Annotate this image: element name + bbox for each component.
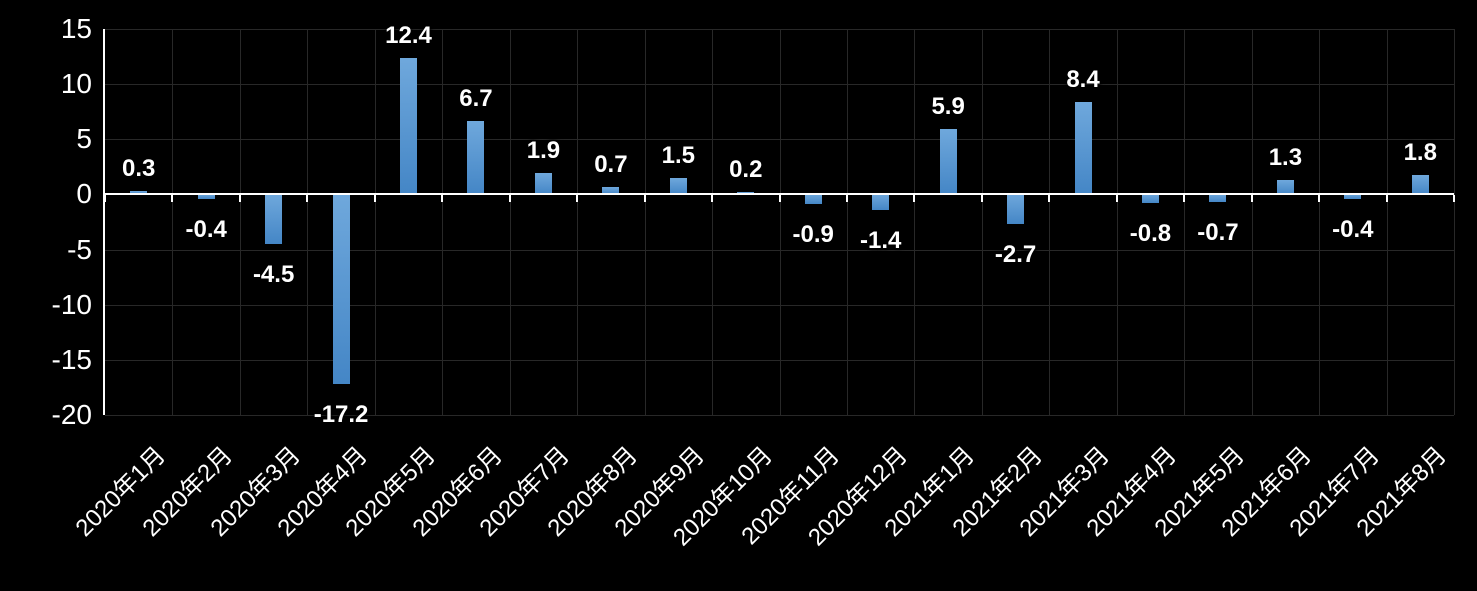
h-gridline [105,415,1454,416]
bar-value-label: 0.2 [729,156,763,184]
bar [1141,194,1159,204]
v-gridline [644,29,646,415]
x-axis-tick [104,195,106,203]
v-gridline [374,29,376,415]
y-axis-line [103,29,105,415]
bar-value-label: -0.4 [185,215,227,243]
v-gridline [1116,29,1118,415]
bar-value-label: 1.9 [526,137,561,165]
v-gridline [239,29,241,415]
bar [400,57,418,195]
x-axis-tick [845,195,848,203]
x-axis-tick [778,195,781,203]
bar-value-label: 6.7 [459,84,493,112]
v-gridline [442,29,444,415]
bar [1007,194,1025,225]
v-gridline [779,29,781,415]
v-gridline [1386,29,1388,415]
x-axis-tick [238,195,241,203]
y-axis-label: 0 [76,178,92,210]
v-gridline [307,29,309,415]
x-axis-tick [1183,195,1186,203]
bar [534,173,552,195]
bar [197,194,215,199]
bar [467,120,485,195]
v-gridline [981,29,983,415]
bar [332,194,350,385]
bar [1411,174,1429,195]
x-axis-tick [1250,195,1253,203]
bar-value-label: -4.5 [252,261,295,289]
bar-value-label: 0.7 [594,150,628,178]
bar-value-label: 12.4 [385,21,432,49]
bar [602,186,620,195]
bar [939,129,957,195]
bar-value-label: -0.9 [792,221,834,249]
bar [1209,194,1227,203]
x-axis-tick [1385,195,1388,203]
v-gridline [1049,29,1051,415]
v-gridline [846,29,848,415]
bar-value-label: 8.4 [1066,65,1100,93]
bar-value-label: -2.7 [994,241,1037,269]
x-axis-tick [1318,195,1321,203]
bar [804,194,822,205]
x-axis-tick [441,195,444,203]
bar [737,192,755,195]
x-axis-tick [306,195,309,203]
y-axis-label: 10 [60,68,92,100]
x-axis-tick [576,195,579,203]
v-gridline [577,29,579,415]
v-gridline [172,29,174,415]
x-axis-tick [1115,195,1118,203]
v-gridline [1251,29,1253,415]
x-axis-tick [1048,195,1051,203]
x-axis-tick [643,195,646,203]
v-gridline [1184,29,1186,415]
bar [130,191,148,195]
bar [872,194,890,210]
y-axis-label: -15 [51,343,92,375]
bar [265,194,283,245]
y-axis-label: -20 [51,399,92,430]
bar-value-label: -17.2 [313,401,369,429]
bar-value-label: -0.7 [1197,219,1239,247]
v-gridline [914,29,916,415]
x-axis-line [103,193,1454,196]
bar-value-label: 0.3 [122,155,156,183]
v-gridline [1319,29,1321,415]
x-axis-tick [980,195,983,203]
v-gridline [509,29,511,415]
bar-value-label: 1.3 [1268,144,1303,172]
bar-value-label: -0.4 [1332,215,1374,243]
v-gridline [1454,29,1455,415]
x-axis-tick [711,195,714,203]
v-gridline [712,29,714,415]
bar [669,177,687,195]
bar [1344,194,1362,199]
x-axis-tick [508,195,511,203]
bar-value-label: -1.4 [859,226,902,254]
bar [1074,101,1092,195]
bar [1276,180,1294,195]
y-axis-label: -10 [51,288,92,320]
y-axis-label: 15 [60,13,92,44]
bar-value-label: 1.8 [1403,138,1437,166]
bar-value-label: 1.5 [661,141,695,169]
bar-value-label: 5.9 [931,93,965,121]
x-axis-tick [913,195,916,203]
y-axis-label: 5 [76,123,92,155]
x-axis-tick [373,195,376,203]
y-axis-label: -5 [67,233,92,265]
bar-value-label: -0.8 [1129,220,1172,248]
x-axis-tick [1453,195,1455,203]
x-axis-tick [171,195,174,203]
